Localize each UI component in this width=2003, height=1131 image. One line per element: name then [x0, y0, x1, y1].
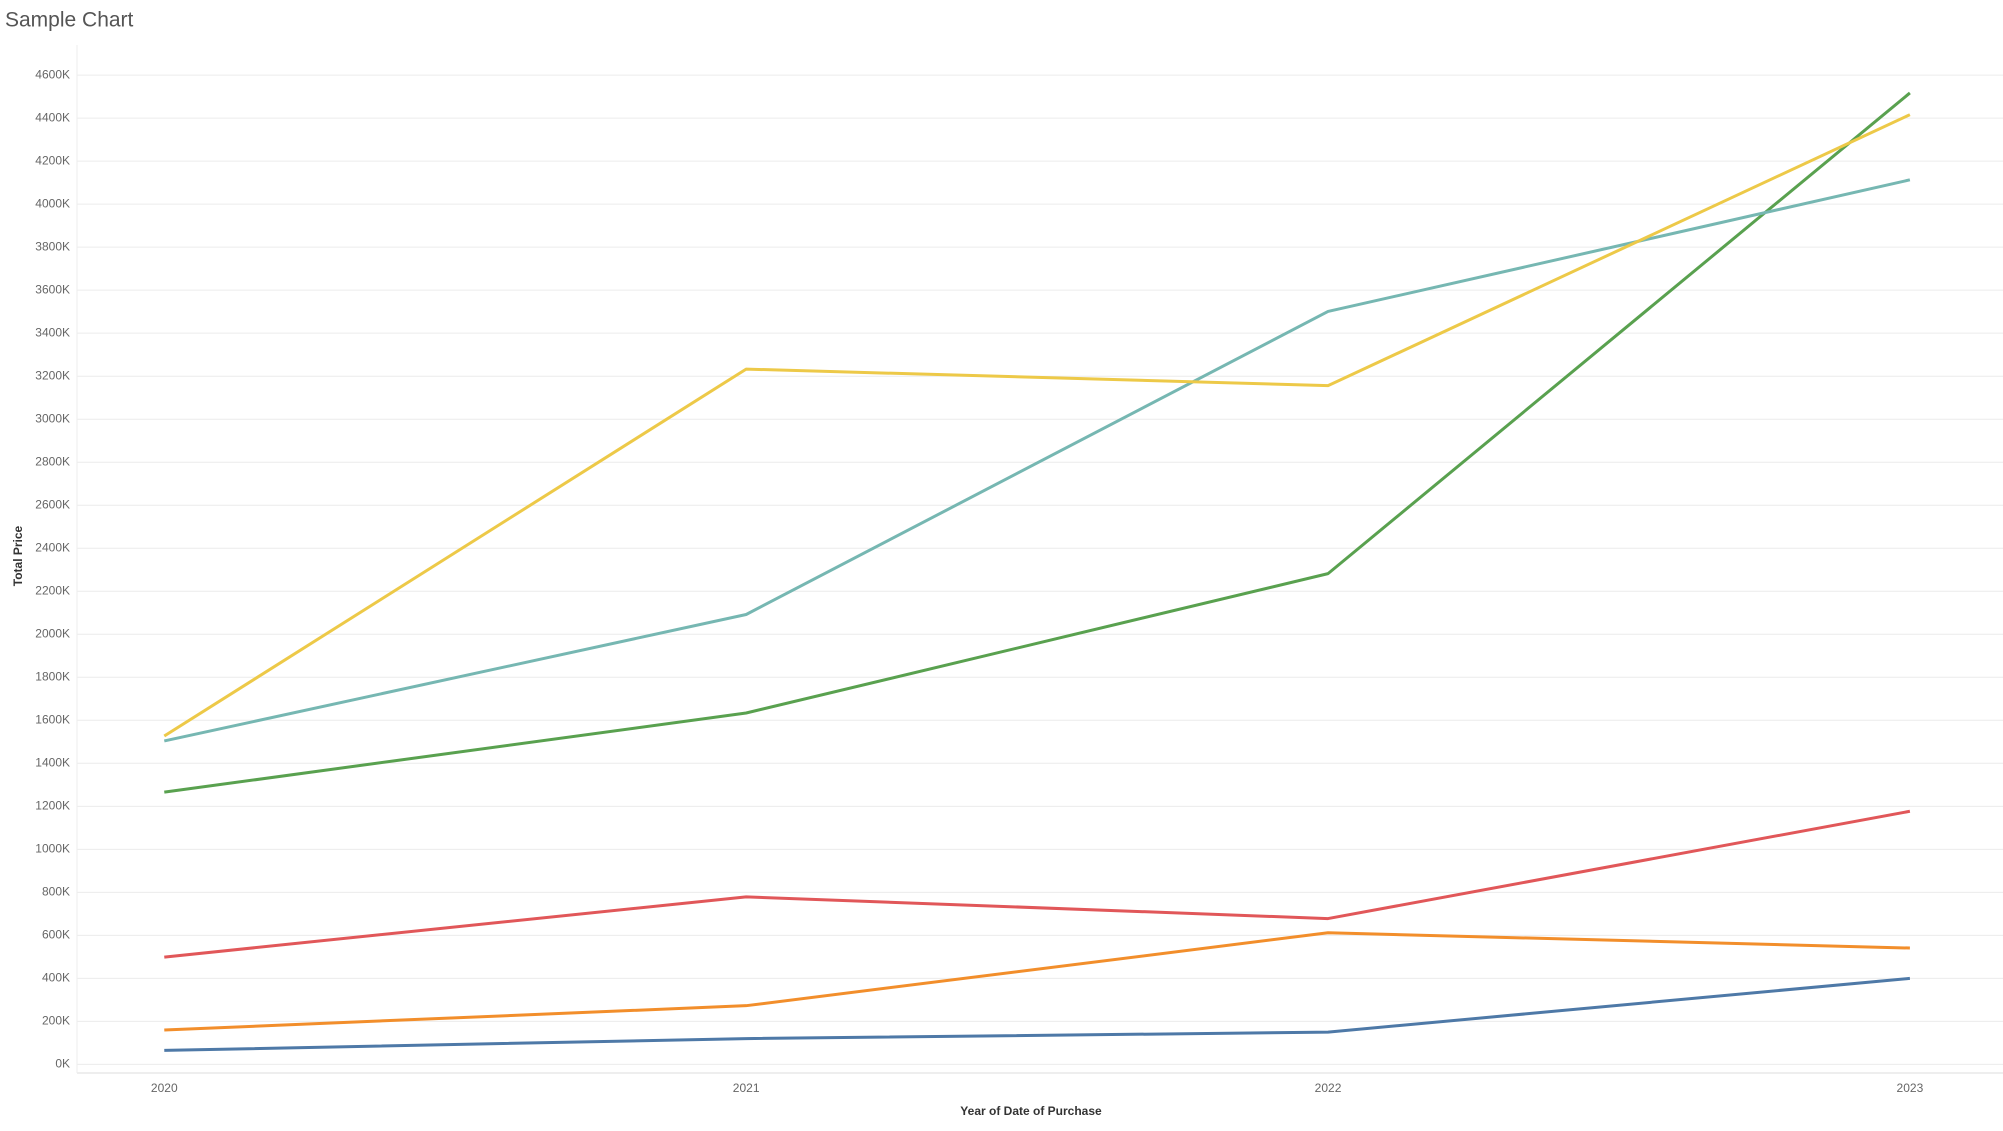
y-tick-label: 2000K [35, 626, 70, 640]
y-tick-label: 3800K [35, 239, 70, 253]
y-tick-label: 1200K [35, 798, 70, 812]
series-line [164, 91, 1911, 794]
series-line [163, 178, 1911, 743]
y-tick-label: 200K [42, 1014, 70, 1028]
y-tick-label: 2800K [35, 454, 70, 468]
y-tick-label: 2200K [35, 583, 70, 597]
y-tick-label: 4600K [35, 67, 70, 81]
x-tick-label: 2020 [151, 1081, 178, 1095]
y-tick-label: 1600K [35, 712, 70, 726]
y-tick-label: 2600K [35, 497, 70, 511]
y-tick-label: 600K [42, 928, 70, 942]
x-tick-label: 2022 [1315, 1081, 1342, 1095]
x-axis-label: Year of Date of Purchase [960, 1104, 1102, 1118]
y-tick-label: 3000K [35, 411, 70, 425]
y-tick-label: 1000K [35, 842, 70, 856]
chart-title: Sample Chart [5, 9, 134, 32]
y-axis-label: Total Price [11, 525, 25, 586]
y-tick-label: 3200K [35, 368, 70, 382]
y-tick-label: 4200K [35, 153, 70, 167]
y-tick-label: 4000K [35, 196, 70, 210]
series-line [164, 931, 1910, 1032]
y-tick-label: 1800K [35, 669, 70, 683]
y-tick-label: 3400K [35, 325, 70, 339]
series-line [163, 113, 1911, 738]
series-line [164, 809, 1911, 959]
x-tick-label: 2023 [1897, 1081, 1924, 1095]
y-tick-label: 400K [42, 971, 70, 985]
y-tick-label: 0K [55, 1057, 70, 1071]
series-line [164, 976, 1911, 1052]
y-tick-label: 1400K [35, 755, 70, 769]
y-tick-label: 4400K [35, 110, 70, 124]
y-tick-label: 3600K [35, 282, 70, 296]
y-tick-label: 800K [42, 885, 70, 899]
y-tick-label: 2400K [35, 540, 70, 554]
x-tick-label: 2021 [733, 1081, 760, 1095]
